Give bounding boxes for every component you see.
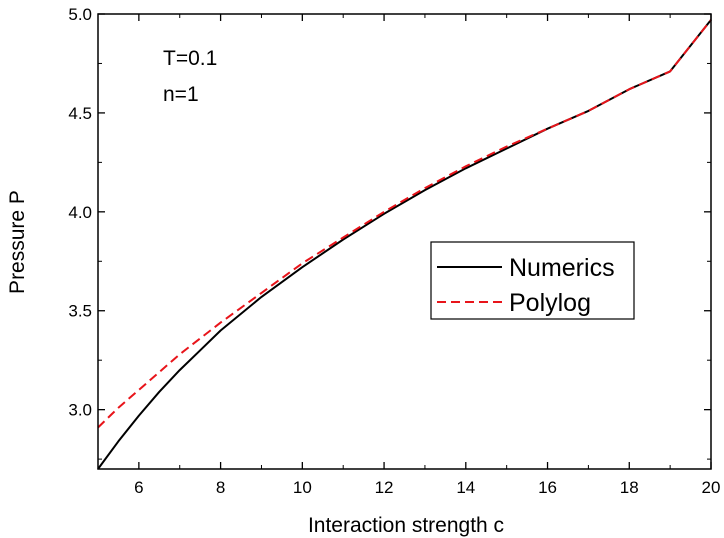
series-line-polylog — [97, 19, 712, 429]
legend: Numerics Polylog — [430, 241, 635, 320]
y-tick-label-3: 3.0 — [68, 401, 92, 420]
legend-label-numerics: Numerics — [509, 254, 615, 282]
x-tick-label-12: 12 — [375, 478, 394, 497]
legend-box — [430, 241, 635, 320]
y-tick-label-4: 4.0 — [68, 203, 92, 222]
plot-frame — [97, 13, 712, 470]
x-tick-label-6: 6 — [134, 478, 143, 497]
annotation-temperature: T=0.1 — [163, 47, 217, 70]
y-tick-label-3.5: 3.5 — [68, 302, 92, 321]
x-tick-label-14: 14 — [456, 478, 475, 497]
plot-lines — [97, 19, 712, 470]
legend-label-polylog: Polylog — [509, 289, 591, 317]
series-line-numerics — [97, 19, 712, 470]
x-axis-label: Interaction strength c — [308, 514, 504, 537]
x-tick-label-18: 18 — [620, 478, 639, 497]
x-tick-label-20: 20 — [702, 478, 721, 497]
x-tick-label-10: 10 — [293, 478, 312, 497]
y-tick-label-4.5: 4.5 — [68, 104, 92, 123]
x-tick-label-16: 16 — [538, 478, 557, 497]
ticks: 6 8 10 12 14 16 18 20 3.0 3.5 4.0 4.5 5.0 — [68, 5, 720, 497]
y-tick-label-5: 5.0 — [68, 5, 92, 24]
x-tick-label-8: 8 — [216, 478, 225, 497]
y-axis-label: Pressure P — [6, 190, 29, 294]
annotation-density: n=1 — [163, 83, 199, 106]
